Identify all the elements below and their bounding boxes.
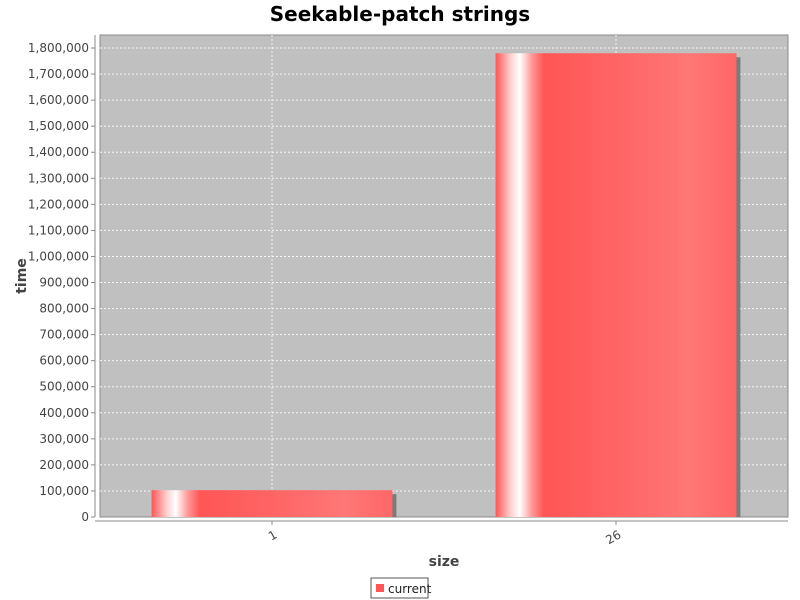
legend-swatch (376, 584, 384, 592)
y-tick-label: 200,000 (39, 458, 89, 472)
chart-title: Seekable-patch strings (270, 2, 530, 26)
y-tick-label: 800,000 (39, 302, 89, 316)
y-tick-label: 1,300,000 (28, 171, 89, 185)
y-tick-label: 700,000 (39, 328, 89, 342)
y-tick-label: 1,400,000 (28, 145, 89, 159)
y-tick-label: 1,800,000 (28, 41, 89, 55)
y-tick-label: 600,000 (39, 354, 89, 368)
x-axis-title: size (429, 554, 460, 570)
x-tick-label: 26 (603, 527, 623, 547)
legend: current (370, 577, 432, 599)
legend-box (370, 577, 429, 599)
y-axis-title: time (14, 258, 30, 294)
legend-label-current: current (388, 582, 432, 596)
y-tick-label: 500,000 (39, 380, 89, 394)
bar-1 (151, 490, 393, 517)
y-tick-label: 1,700,000 (28, 67, 89, 81)
x-axis: 1 26 (95, 520, 788, 547)
y-tick-label: 100,000 (39, 484, 89, 498)
y-axis: 0 100,000 200,000 300,000 400,000 500,000 600,… (28, 35, 96, 524)
y-tick-label: 400,000 (39, 406, 89, 420)
y-tick-label: 1,200,000 (28, 197, 89, 211)
y-tick-label: 1,500,000 (28, 119, 89, 133)
y-tick-label: 300,000 (39, 432, 89, 446)
x-tick-label: 1 (266, 527, 280, 543)
bars (151, 53, 741, 517)
bar-26 (495, 53, 737, 517)
y-tick-label: 1,100,000 (28, 223, 89, 237)
y-tick-label: 900,000 (39, 276, 89, 290)
y-tick-label: 1,600,000 (28, 93, 89, 107)
y-tick-label: 1,000,000 (28, 249, 89, 263)
y-tick-label: 0 (81, 510, 89, 524)
